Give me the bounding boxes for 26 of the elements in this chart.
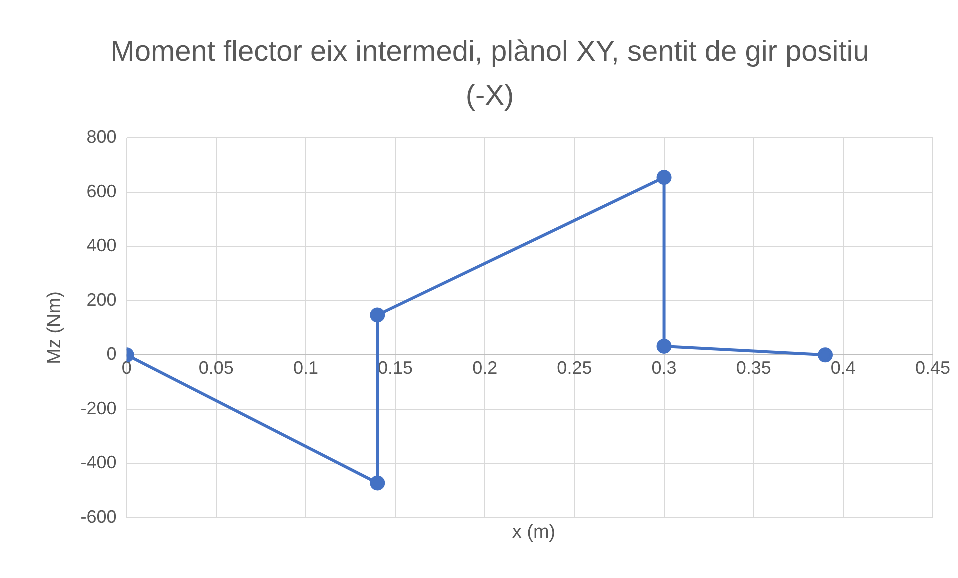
x-axis-title: x (m) (512, 522, 556, 543)
y-tick-label: 600 (86, 181, 117, 202)
y-tick-label: 200 (86, 290, 117, 310)
y-axis-title: Mz (Nm) (44, 292, 66, 364)
x-tick-label: 0.45 (915, 358, 951, 378)
x-tick-label: 0.25 (557, 358, 592, 378)
x-tick-label: 0.35 (736, 358, 772, 378)
y-tick-label: -600 (80, 506, 117, 527)
y-tick-label: 0 (106, 344, 117, 364)
point (656, 170, 672, 186)
chart-title: Moment flector eix intermedi, plànol XY, sentit de gir positiu (-X) (110, 35, 870, 114)
x-tick-label: 0.05 (198, 358, 234, 378)
y-tick-label: 800 (86, 126, 117, 147)
y-tick-label: -400 (80, 452, 117, 473)
x-tick-label: 0.15 (378, 358, 414, 378)
point (370, 476, 386, 491)
x-tick-label: 0.1 (293, 358, 318, 378)
point (370, 308, 386, 323)
point (656, 338, 672, 354)
x-tick-label: 0.2 (472, 358, 498, 378)
point (818, 348, 834, 363)
x-tick-label: 0 (122, 358, 132, 378)
x-tick-label: 0.3 (652, 358, 677, 378)
y-tick-label: 400 (86, 236, 117, 256)
x-tick-label: 0.4 (830, 358, 856, 378)
y-tick-label: -200 (80, 398, 117, 418)
